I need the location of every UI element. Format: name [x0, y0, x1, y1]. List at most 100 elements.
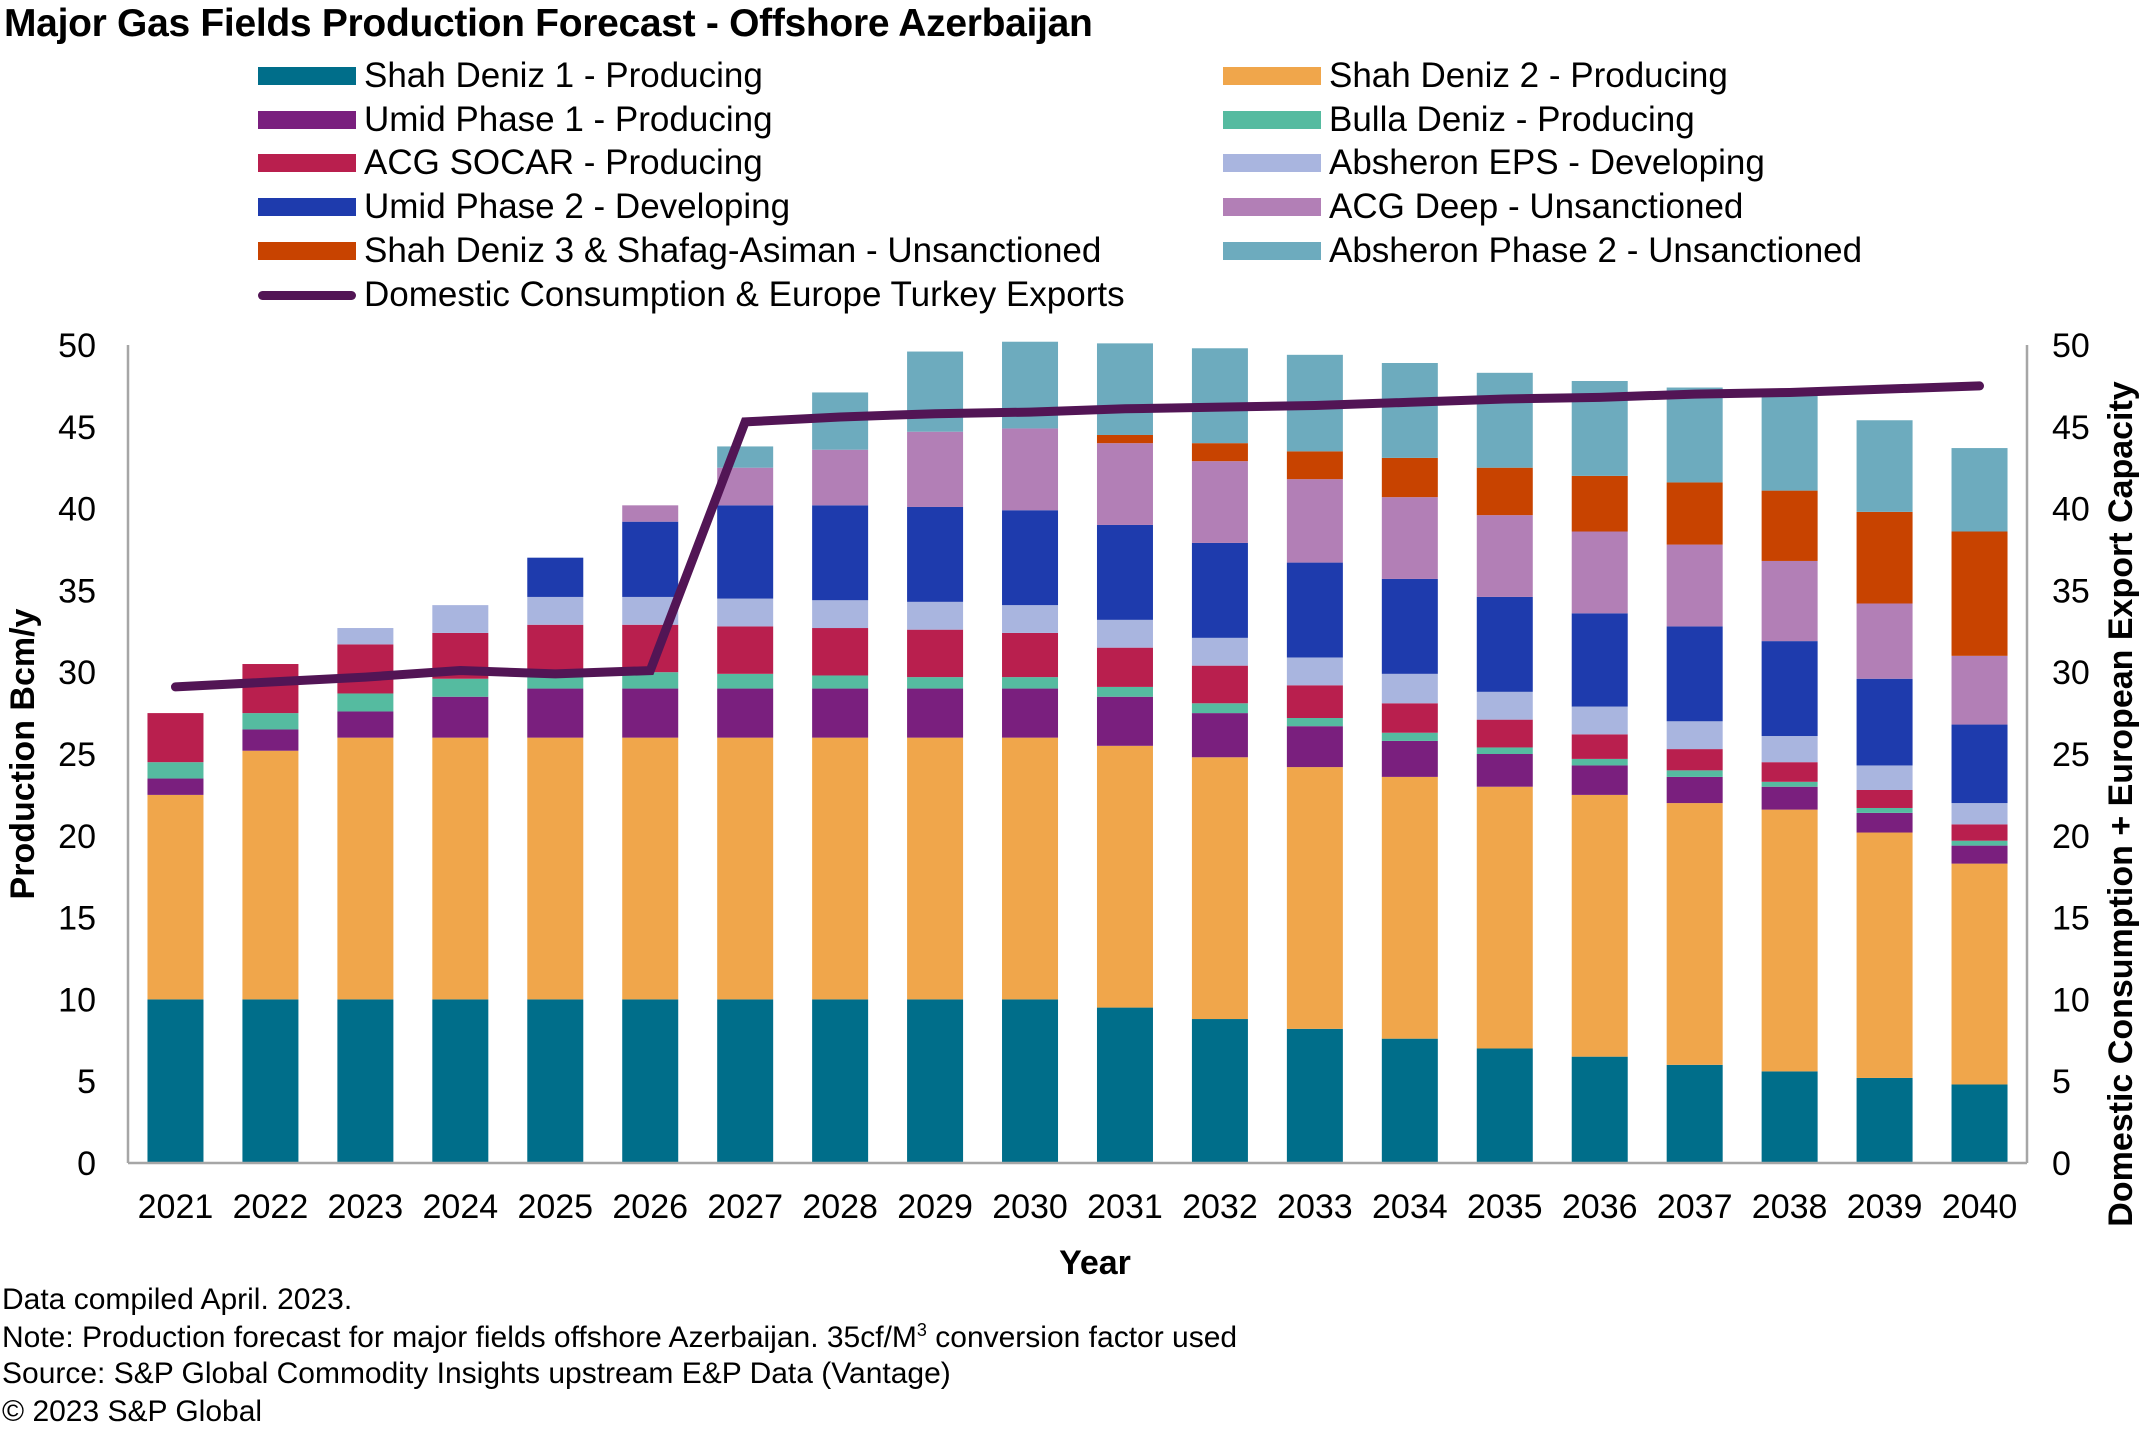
bar-2027-acg-socar-producing	[717, 626, 774, 674]
y-tick-label-left: 15	[58, 900, 96, 938]
footnote-compiled: Data compiled April. 2023.	[2, 1283, 353, 1316]
y-tick-label-left: 35	[58, 572, 96, 610]
y-tick-label-right: 30	[2052, 654, 2090, 692]
bar-2030-acg-deep-unsanctioned	[1002, 428, 1059, 511]
bar-2027-absheron-eps-developing	[717, 598, 774, 627]
y-tick-label-left: 20	[58, 818, 96, 856]
bar-2021-shah-deniz-2-producing	[147, 794, 204, 1000]
bar-2027-umid-phase-1-producing	[717, 688, 774, 738]
bar-2027-shah-deniz-2-producing	[717, 737, 774, 1000]
legend-label: Umid Phase 2 - Developing	[364, 187, 791, 226]
bar-2038-absheron-phase-2-unsanctioned	[1761, 395, 1818, 491]
bar-2039-acg-socar-producing	[1856, 789, 1913, 808]
bar-2037-absheron-eps-developing	[1666, 721, 1723, 750]
x-tick-label: 2027	[707, 1188, 783, 1226]
bar-2029-shah-deniz-2-producing	[907, 737, 964, 1000]
bar-2030-acg-socar-producing	[1002, 632, 1059, 678]
bar-2031-umid-phase-1-producing	[1096, 696, 1153, 746]
footnote-note: Note: Production forecast for major fiel…	[2, 1320, 1237, 1355]
bar-2032-umid-phase-1-producing	[1191, 713, 1248, 758]
bar-2040-acg-deep-unsanctioned	[1951, 655, 2008, 725]
y-tick-label-left: 30	[58, 654, 96, 692]
bar-2031-shah-deniz-3-shafag-asiman-unsanctioned	[1096, 434, 1153, 444]
bar-2030-shah-deniz-1-producing	[1002, 999, 1059, 1163]
legend-swatch	[1223, 111, 1321, 129]
bar-2027-umid-phase-2-developing	[717, 505, 774, 599]
bar-2025-bulla-deniz-producing	[527, 675, 584, 689]
legend-item-umid-phase-2-developing: Umid Phase 2 - Developing	[258, 187, 790, 227]
bar-2031-acg-deep-unsanctioned	[1096, 443, 1153, 525]
bar-2035-shah-deniz-1-producing	[1476, 1048, 1533, 1163]
legend-item-absheron-eps-developing: Absheron EPS - Developing	[1223, 143, 1765, 183]
bar-2034-acg-deep-unsanctioned	[1381, 497, 1438, 579]
bar-2025-shah-deniz-1-producing	[527, 999, 584, 1163]
bar-2024-absheron-eps-developing	[432, 605, 489, 633]
bar-2036-shah-deniz-3-shafag-asiman-unsanctioned	[1571, 475, 1628, 532]
y-tick-label-right: 5	[2052, 1063, 2071, 1101]
bar-2038-umid-phase-1-producing	[1761, 786, 1818, 810]
bar-2034-shah-deniz-1-producing	[1381, 1038, 1438, 1163]
bar-2036-umid-phase-2-developing	[1571, 613, 1628, 707]
bar-2038-shah-deniz-1-producing	[1761, 1071, 1818, 1163]
footnote-source: Source: S&P Global Commodity Insights up…	[2, 1357, 951, 1390]
bar-2037-acg-deep-unsanctioned	[1666, 544, 1723, 627]
bar-2039-umid-phase-2-developing	[1856, 678, 1913, 766]
bar-2032-bulla-deniz-producing	[1191, 703, 1248, 714]
bar-2031-absheron-eps-developing	[1096, 619, 1153, 648]
x-tick-label: 2029	[897, 1188, 973, 1226]
bar-2026-umid-phase-2-developing	[622, 521, 679, 597]
bar-2026-acg-deep-unsanctioned	[622, 505, 679, 522]
bar-2033-shah-deniz-2-producing	[1286, 767, 1343, 1029]
y2-axis-title: Domestic Consumption + European Export C…	[2102, 381, 2140, 1227]
bar-2026-umid-phase-1-producing	[622, 688, 679, 738]
bar-2030-absheron-eps-developing	[1002, 605, 1059, 633]
x-tick-label: 2036	[1562, 1188, 1638, 1226]
bar-2031-umid-phase-2-developing	[1096, 524, 1153, 620]
y-tick-label-right: 0	[2052, 1145, 2071, 1183]
x-tick-label: 2024	[423, 1188, 499, 1226]
bar-2033-bulla-deniz-producing	[1286, 718, 1343, 727]
bar-2033-shah-deniz-1-producing	[1286, 1028, 1343, 1163]
bar-2028-umid-phase-2-developing	[812, 505, 869, 601]
bar-2035-shah-deniz-3-shafag-asiman-unsanctioned	[1476, 467, 1533, 516]
bar-2030-umid-phase-1-producing	[1002, 688, 1059, 738]
bar-2028-acg-deep-unsanctioned	[812, 449, 869, 506]
bar-2022-shah-deniz-2-producing	[242, 750, 299, 1000]
bar-2028-shah-deniz-2-producing	[812, 737, 869, 1000]
legend-label: ACG Deep - Unsanctioned	[1329, 187, 1744, 226]
bar-2029-shah-deniz-1-producing	[907, 999, 964, 1163]
bar-2030-umid-phase-2-developing	[1002, 510, 1059, 606]
y-tick-label-left: 45	[58, 409, 96, 447]
bar-2035-absheron-phase-2-unsanctioned	[1476, 372, 1533, 468]
bar-2031-bulla-deniz-producing	[1096, 686, 1153, 697]
bar-2028-umid-phase-1-producing	[812, 688, 869, 738]
bar-2036-shah-deniz-2-producing	[1571, 794, 1628, 1057]
bar-2029-acg-deep-unsanctioned	[907, 431, 964, 507]
bar-2034-bulla-deniz-producing	[1381, 732, 1438, 741]
bar-2023-shah-deniz-2-producing	[337, 737, 394, 1000]
y-tick-label-right: 20	[2052, 818, 2090, 856]
y-tick-label-right: 50	[2052, 327, 2090, 365]
bar-2038-acg-socar-producing	[1761, 762, 1818, 782]
x-tick-label: 2022	[233, 1188, 309, 1226]
bar-2025-umid-phase-1-producing	[527, 688, 584, 738]
bar-2037-absheron-phase-2-unsanctioned	[1666, 387, 1723, 483]
bar-2026-shah-deniz-2-producing	[622, 737, 679, 1000]
bar-2027-bulla-deniz-producing	[717, 673, 774, 689]
y-tick-label-right: 15	[2052, 900, 2090, 938]
bar-2037-umid-phase-1-producing	[1666, 776, 1723, 804]
bar-2035-absheron-eps-developing	[1476, 691, 1533, 720]
bar-2023-shah-deniz-1-producing	[337, 999, 394, 1163]
legend-item-acg-deep-unsanctioned: ACG Deep - Unsanctioned	[1223, 187, 1743, 227]
bar-2038-bulla-deniz-producing	[1761, 781, 1818, 787]
bar-2038-umid-phase-2-developing	[1761, 641, 1818, 737]
legend-swatch	[1223, 154, 1321, 172]
bar-2031-shah-deniz-1-producing	[1096, 1007, 1153, 1163]
bar-2029-absheron-phase-2-unsanctioned	[907, 351, 964, 432]
bar-2038-shah-deniz-3-shafag-asiman-unsanctioned	[1761, 490, 1818, 561]
bar-2028-shah-deniz-1-producing	[812, 999, 869, 1163]
bar-2023-bulla-deniz-producing	[337, 693, 394, 712]
x-tick-label: 2028	[802, 1188, 878, 1226]
legend-swatch	[258, 290, 356, 300]
